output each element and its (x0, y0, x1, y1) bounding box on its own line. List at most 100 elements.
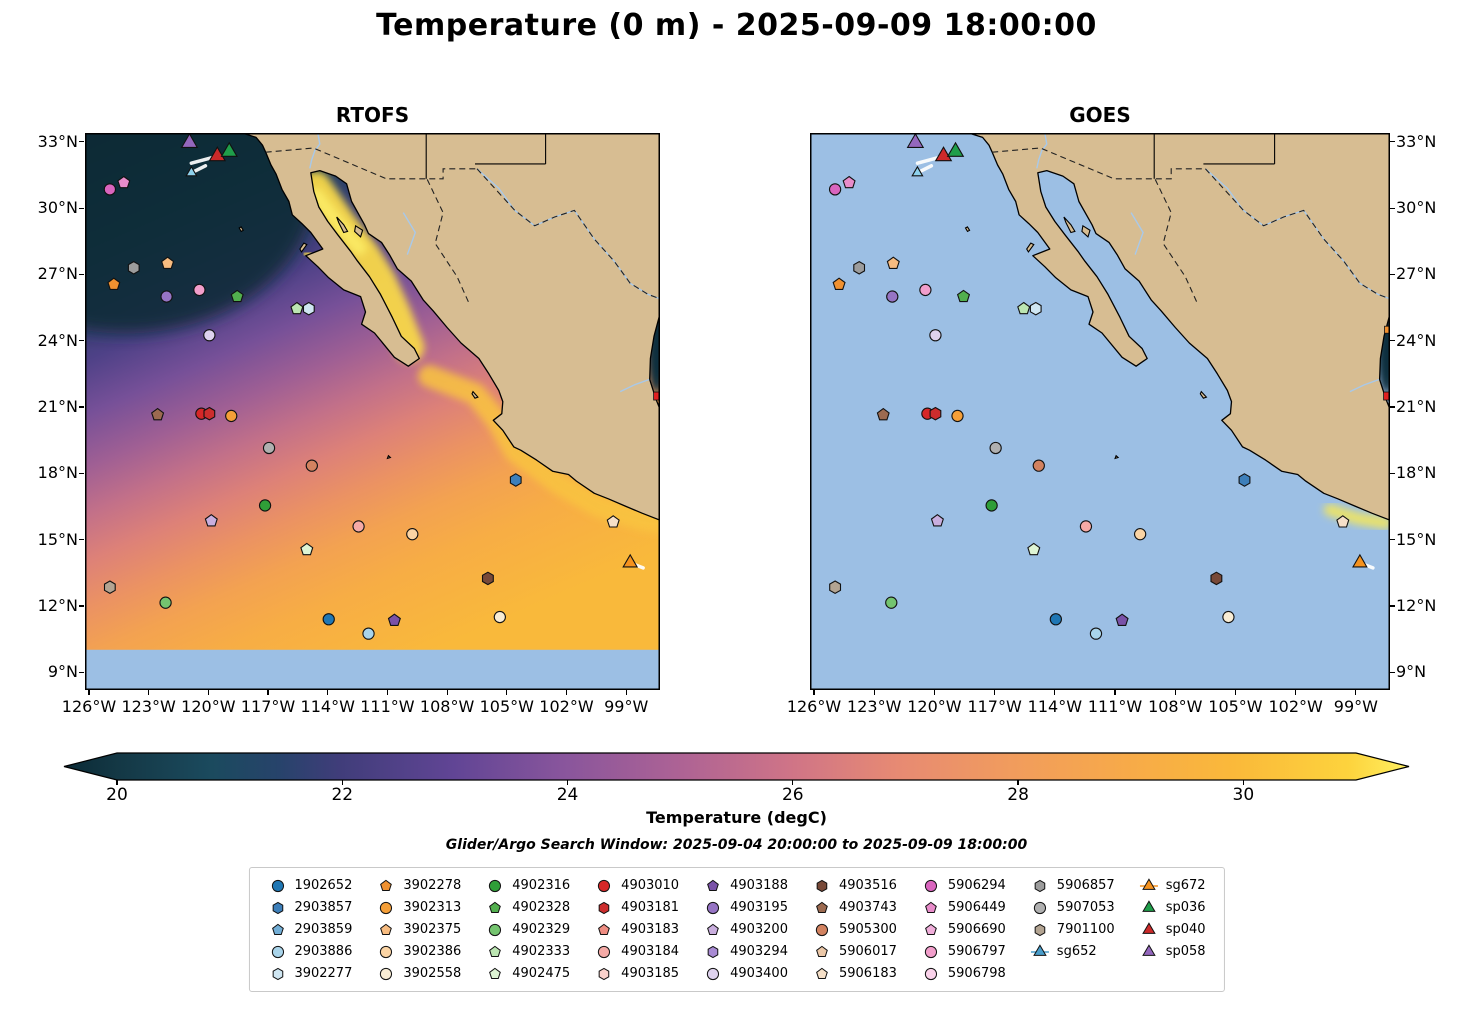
legend-item: 4903195 (703, 898, 788, 917)
map-marker-4903743 (876, 407, 890, 421)
lat-tick-mark (1390, 207, 1395, 209)
lat-tick-label: 9°N (47, 662, 78, 682)
lon-tick-label: 126°W (61, 697, 117, 716)
legend-item-label: 5906183 (838, 966, 897, 981)
boundaries-layer (265, 132, 661, 393)
legend-item: sp040 (1139, 920, 1206, 939)
lat-tick-label: 15°N (1396, 529, 1437, 549)
lat-tick-label: 24°N (37, 330, 78, 350)
legend-item-label: sp040 (1165, 922, 1206, 937)
lon-tick-mark (1114, 690, 1116, 695)
legend-item: 4903200 (703, 920, 788, 939)
lat-tick-label: 27°N (1396, 264, 1437, 284)
map-marker-3902278 (832, 277, 846, 290)
legend-item-label: 4903294 (730, 944, 788, 959)
colorbar-tick-label: 26 (781, 785, 804, 805)
map-marker-2903857 (1238, 473, 1251, 487)
lon-tick-label: 111°W (360, 697, 415, 716)
map-marker-3902277 (302, 301, 315, 316)
map-marker-sg672 (622, 553, 639, 568)
lon-tick-label: 114°W (1027, 697, 1083, 716)
legend-item-label: 4903181 (621, 900, 680, 915)
map-marker-4903181 (929, 406, 942, 421)
map-marker-3902375 (886, 256, 900, 269)
map-marker-4903743 (151, 407, 165, 421)
lon-tick-mark (446, 690, 448, 695)
map-marker-7901100 (103, 580, 116, 595)
lat-tick-mark (79, 605, 84, 607)
legend-item: 5906017 (812, 942, 897, 961)
map-marker-3902386 (406, 528, 419, 541)
map-marker-1902652 (322, 613, 335, 626)
lon-tick-mark (207, 690, 209, 695)
legend-item: 5906449 (921, 898, 1006, 917)
map-marker-4902475 (1027, 542, 1041, 556)
colorbar-tick-mark (1017, 780, 1019, 785)
lat-tick-mark (1390, 605, 1395, 607)
colorbar-title: Temperature (degC) (646, 808, 827, 827)
lon-tick-mark (933, 690, 936, 695)
map-marker-sg652 (185, 165, 198, 177)
map-marker-7901100 (829, 580, 842, 595)
lon-tick-mark (1174, 690, 1176, 695)
legend-item-label: 4903188 (730, 878, 788, 893)
map-marker-4902329 (885, 596, 898, 609)
lon-tick-mark (1234, 690, 1237, 695)
map-marker-sg672 (1352, 553, 1368, 568)
map-marker-4903188 (387, 613, 401, 626)
circle-marker-icon (924, 967, 937, 980)
circle-marker-icon (380, 967, 393, 980)
legend-item-label: 3902313 (403, 900, 462, 915)
legend-item-label: 4902316 (512, 878, 571, 893)
legend-item: 5907053 (1030, 898, 1115, 917)
lon-tick-label: 120°W (907, 697, 962, 716)
legend-column: 5906294 5906449 5906690 5906797 5906798 (921, 876, 1006, 983)
pentagon-marker-icon (271, 923, 284, 935)
lon-tick-mark (1355, 690, 1357, 695)
search-window-subtitle: Glider/Argo Search Window: 2025-09-04 20… (445, 837, 1028, 853)
lon-tick-mark (994, 690, 996, 695)
hexagon-marker-icon (272, 967, 283, 980)
lon-tick-mark (88, 690, 90, 695)
map-marker-sp058 (180, 132, 199, 148)
lat-tick-mark (79, 340, 84, 342)
lon-tick-mark (565, 690, 568, 695)
legend-item-label: 5906690 (947, 922, 1006, 937)
legend-item-label: 4902329 (512, 922, 571, 937)
map-marker-4902316 (985, 499, 998, 512)
pentagon-marker-icon (707, 923, 719, 935)
map-marker-5905300 (305, 459, 318, 472)
map-marker-5907053 (262, 441, 276, 455)
circle-marker-icon (489, 923, 502, 936)
legend-item: 5906183 (812, 964, 897, 983)
map-marker-3902375 (161, 256, 175, 269)
lat-tick-label: 24°N (1396, 330, 1437, 350)
legend-item-label: 5905300 (838, 922, 897, 937)
map-marker-4902329 (159, 596, 172, 609)
legend-item: 5906798 (921, 964, 1006, 983)
lat-tick-mark (1390, 539, 1395, 541)
legend-item-label: 5907053 (1056, 900, 1115, 915)
rtofs-map-svg (0, 43, 669, 690)
lon-tick-label: 123°W (847, 697, 902, 716)
lat-tick-label: 21°N (1396, 397, 1437, 417)
map-marker-5906797 (193, 283, 206, 297)
lon-tick-mark (506, 690, 508, 695)
lon-tick-label: 99°W (604, 697, 649, 716)
map-marker-4902328 (956, 289, 971, 303)
legend-item: 4903294 (703, 942, 788, 961)
lat-tick-label: 30°N (37, 198, 78, 218)
lat-tick-mark (1390, 671, 1395, 673)
pentagon-marker-icon (816, 945, 828, 957)
lon-tick-label: 108°W (1148, 697, 1203, 716)
map-marker-5907053 (989, 441, 1002, 455)
map-marker-5906857 (127, 260, 140, 275)
lat-tick-label: 27°N (37, 264, 78, 284)
legend-box: 1902652 2903857 2903859 2903886 3902277 39022… (248, 867, 1225, 992)
pentagon-marker-icon (489, 967, 502, 979)
legend-item: 4903010 (594, 876, 679, 895)
legend-item-label: sg672 (1165, 878, 1206, 893)
legend-item: 5906294 (921, 876, 1006, 895)
colorbar-tick-mark (341, 780, 343, 785)
map-marker-4903400 (203, 329, 216, 342)
